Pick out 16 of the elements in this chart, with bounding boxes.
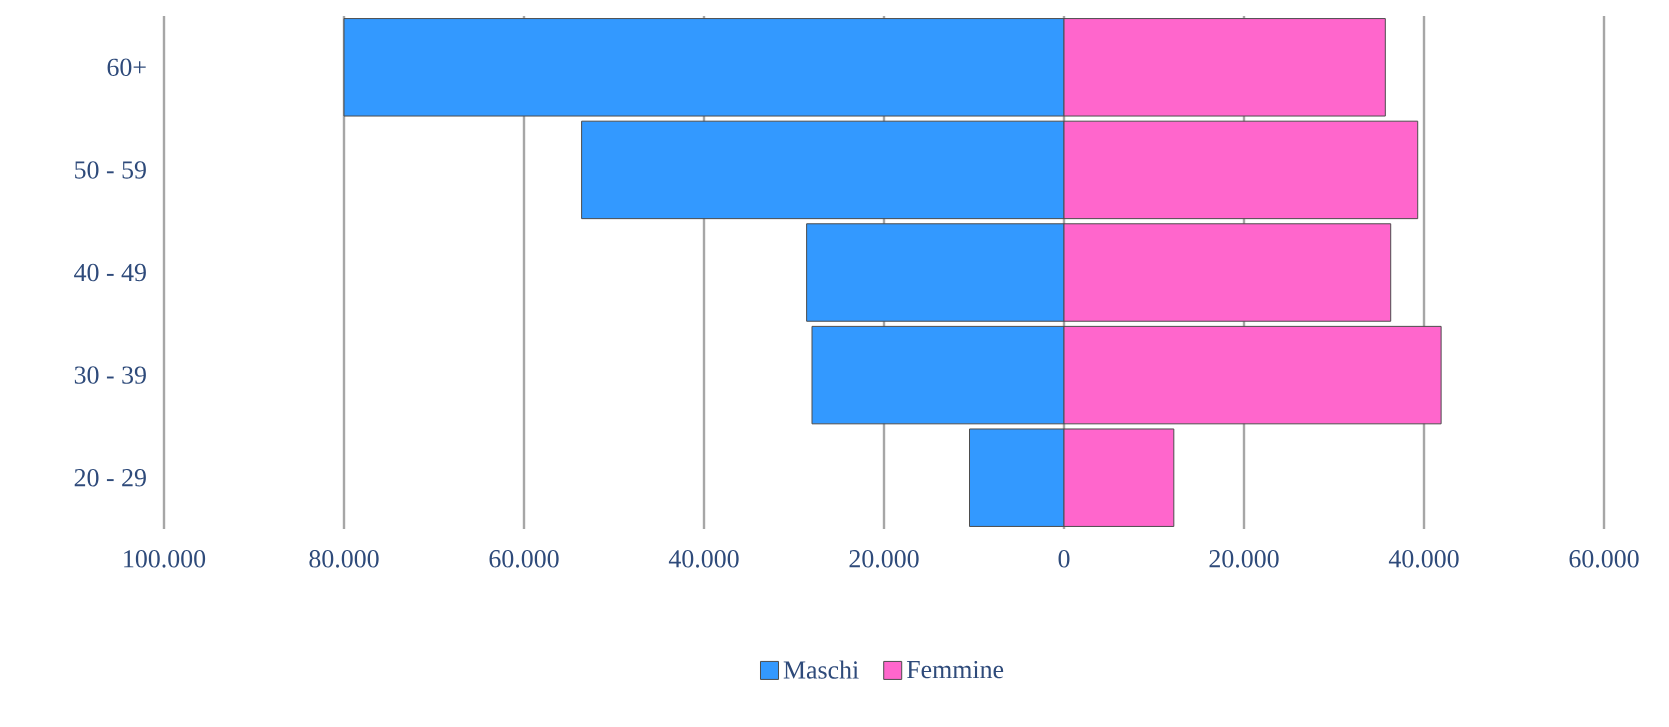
y-tick-label: 30 - 39 bbox=[74, 366, 146, 384]
x-tick-label: 0 bbox=[1058, 550, 1070, 568]
x-tick-label: 60.000 bbox=[489, 550, 559, 568]
legend-label: Femmine bbox=[906, 660, 1004, 679]
y-tick-label: 40 - 49 bbox=[74, 263, 146, 282]
x-tick-label: 80.000 bbox=[309, 550, 379, 568]
y-tick-label: 50 - 59 bbox=[75, 161, 146, 179]
x-tick-label: 20.000 bbox=[849, 550, 919, 568]
x-tick-label: 100.000 bbox=[124, 550, 206, 568]
legend-label: Maschi bbox=[783, 660, 859, 679]
y-tick-label: 20 - 29 bbox=[74, 468, 146, 487]
x-tick-label: 20.000 bbox=[1209, 550, 1279, 568]
y-tick-label: 60+ bbox=[107, 58, 146, 77]
x-tick-label: 60.000 bbox=[1569, 550, 1639, 568]
x-tick-label: 40.000 bbox=[668, 550, 739, 568]
x-tick-label: 40.000 bbox=[1388, 550, 1459, 568]
